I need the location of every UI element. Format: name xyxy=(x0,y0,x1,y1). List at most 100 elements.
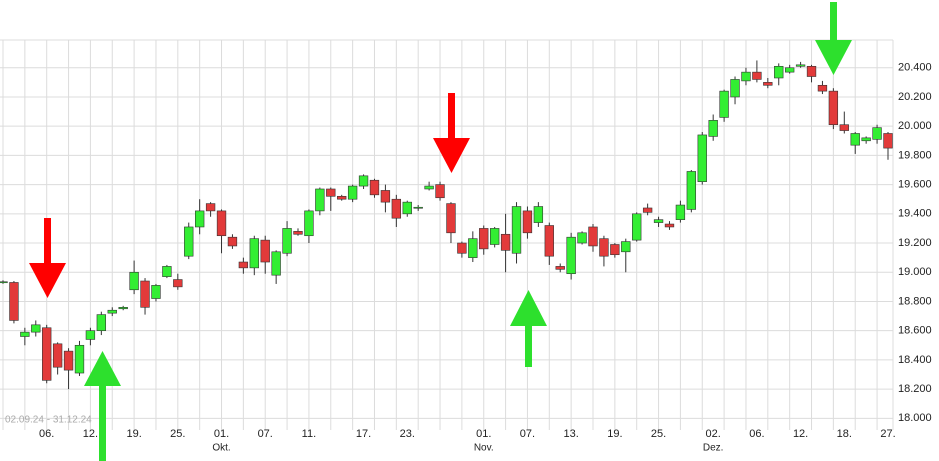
x-month-label: Nov. xyxy=(474,443,494,454)
candle-body xyxy=(511,206,522,254)
x-tick-label: 12. xyxy=(83,428,98,440)
candle-body xyxy=(369,179,380,196)
down-arrow-green xyxy=(815,2,852,75)
candle-body xyxy=(468,238,478,258)
candle-body xyxy=(479,228,489,250)
candle-body xyxy=(599,238,609,257)
candle-body xyxy=(446,203,456,234)
x-tick-label: 01. xyxy=(214,428,229,440)
x-tick-label: 07. xyxy=(520,428,535,440)
candle-body xyxy=(708,120,718,137)
candle-body xyxy=(566,236,576,275)
arrows xyxy=(29,2,852,461)
candle-body xyxy=(216,210,227,237)
y-tick-label: 19.200 xyxy=(898,237,932,249)
candle-body xyxy=(249,238,259,269)
up-arrow-green xyxy=(84,351,121,461)
candle-body xyxy=(162,266,172,277)
candle-body xyxy=(861,137,871,142)
down-arrow-red xyxy=(433,93,470,173)
y-tick-label: 18.800 xyxy=(898,295,932,307)
candle-body xyxy=(588,226,598,247)
x-tick-label: 01. xyxy=(476,428,491,440)
candle-body xyxy=(140,280,150,308)
candle-body xyxy=(872,127,882,140)
x-tick-label: 07. xyxy=(258,428,273,440)
candle-body xyxy=(31,324,41,333)
candle-body xyxy=(424,185,434,190)
candle-body xyxy=(282,228,292,254)
y-tick-label: 19.600 xyxy=(898,179,932,191)
candle-body xyxy=(752,71,762,80)
candle-body xyxy=(610,244,620,256)
candle-body xyxy=(544,225,554,257)
candle-body xyxy=(9,282,19,321)
x-tick-label: 17. xyxy=(356,428,371,440)
candle-body xyxy=(555,266,565,270)
candle-body xyxy=(238,261,249,269)
y-tick-label: 18.000 xyxy=(898,412,932,424)
candle-body xyxy=(380,190,391,203)
candle-body xyxy=(74,344,85,374)
x-tick-label: 02. xyxy=(706,428,721,440)
y-tick-label: 18.400 xyxy=(898,354,932,366)
candle-body xyxy=(577,232,587,244)
candle-body xyxy=(653,219,664,223)
candle-body xyxy=(435,184,445,199)
candle-body xyxy=(402,201,412,215)
candle-body xyxy=(806,65,817,77)
x-tick-label: 25. xyxy=(170,428,185,440)
down-arrow-red xyxy=(29,218,66,298)
x-tick-label: 12. xyxy=(793,428,808,440)
candle-body xyxy=(730,79,740,98)
candle-body xyxy=(839,124,849,131)
candle-body xyxy=(489,228,500,245)
plot xyxy=(0,60,893,390)
candle-body xyxy=(271,251,281,276)
up-arrow-green xyxy=(510,290,547,367)
candle-body xyxy=(457,242,467,254)
x-tick-label: 23. xyxy=(400,428,415,440)
y-tick-label: 19.400 xyxy=(898,208,932,220)
candle-body xyxy=(850,133,860,146)
y-tick-label: 19.000 xyxy=(898,266,932,278)
candle-body xyxy=(522,210,533,234)
candle-body xyxy=(63,350,74,371)
x-tick-label: 11. xyxy=(302,428,316,440)
candle-body xyxy=(337,195,347,200)
candle-body xyxy=(621,241,631,253)
x-tick-label: 06. xyxy=(749,428,764,440)
candle-body xyxy=(533,206,544,223)
candle-body xyxy=(184,226,194,257)
x-tick-label: 27. xyxy=(880,428,895,440)
candle-body xyxy=(173,279,183,288)
vertical-grid xyxy=(0,39,894,430)
y-tick-label: 20.400 xyxy=(898,62,932,74)
candle-body xyxy=(642,207,653,213)
candle-body xyxy=(828,90,839,126)
candle-body xyxy=(795,64,806,67)
candle-body xyxy=(194,210,205,228)
y-tick-label: 20.000 xyxy=(898,120,932,132)
candle-body xyxy=(129,271,139,291)
candle-body xyxy=(664,223,675,228)
candle-body xyxy=(686,171,697,210)
candle-body xyxy=(697,134,707,182)
candle-body xyxy=(315,188,325,212)
candle-body xyxy=(675,204,686,220)
candle-body xyxy=(0,281,8,284)
candle-body xyxy=(413,206,423,209)
candle-body xyxy=(326,188,336,197)
candle-body xyxy=(763,82,773,86)
x-tick-label: 13. xyxy=(563,428,578,440)
x-tick-label: 19. xyxy=(607,428,622,440)
candle-body xyxy=(293,231,303,235)
y-tick-label: 18.600 xyxy=(898,325,932,337)
candle-body xyxy=(304,210,314,237)
y-tick-label: 19.800 xyxy=(898,149,932,161)
candle-body xyxy=(20,331,30,337)
candle-body xyxy=(227,236,238,247)
candle-body xyxy=(96,314,107,331)
candle-body xyxy=(205,203,216,212)
